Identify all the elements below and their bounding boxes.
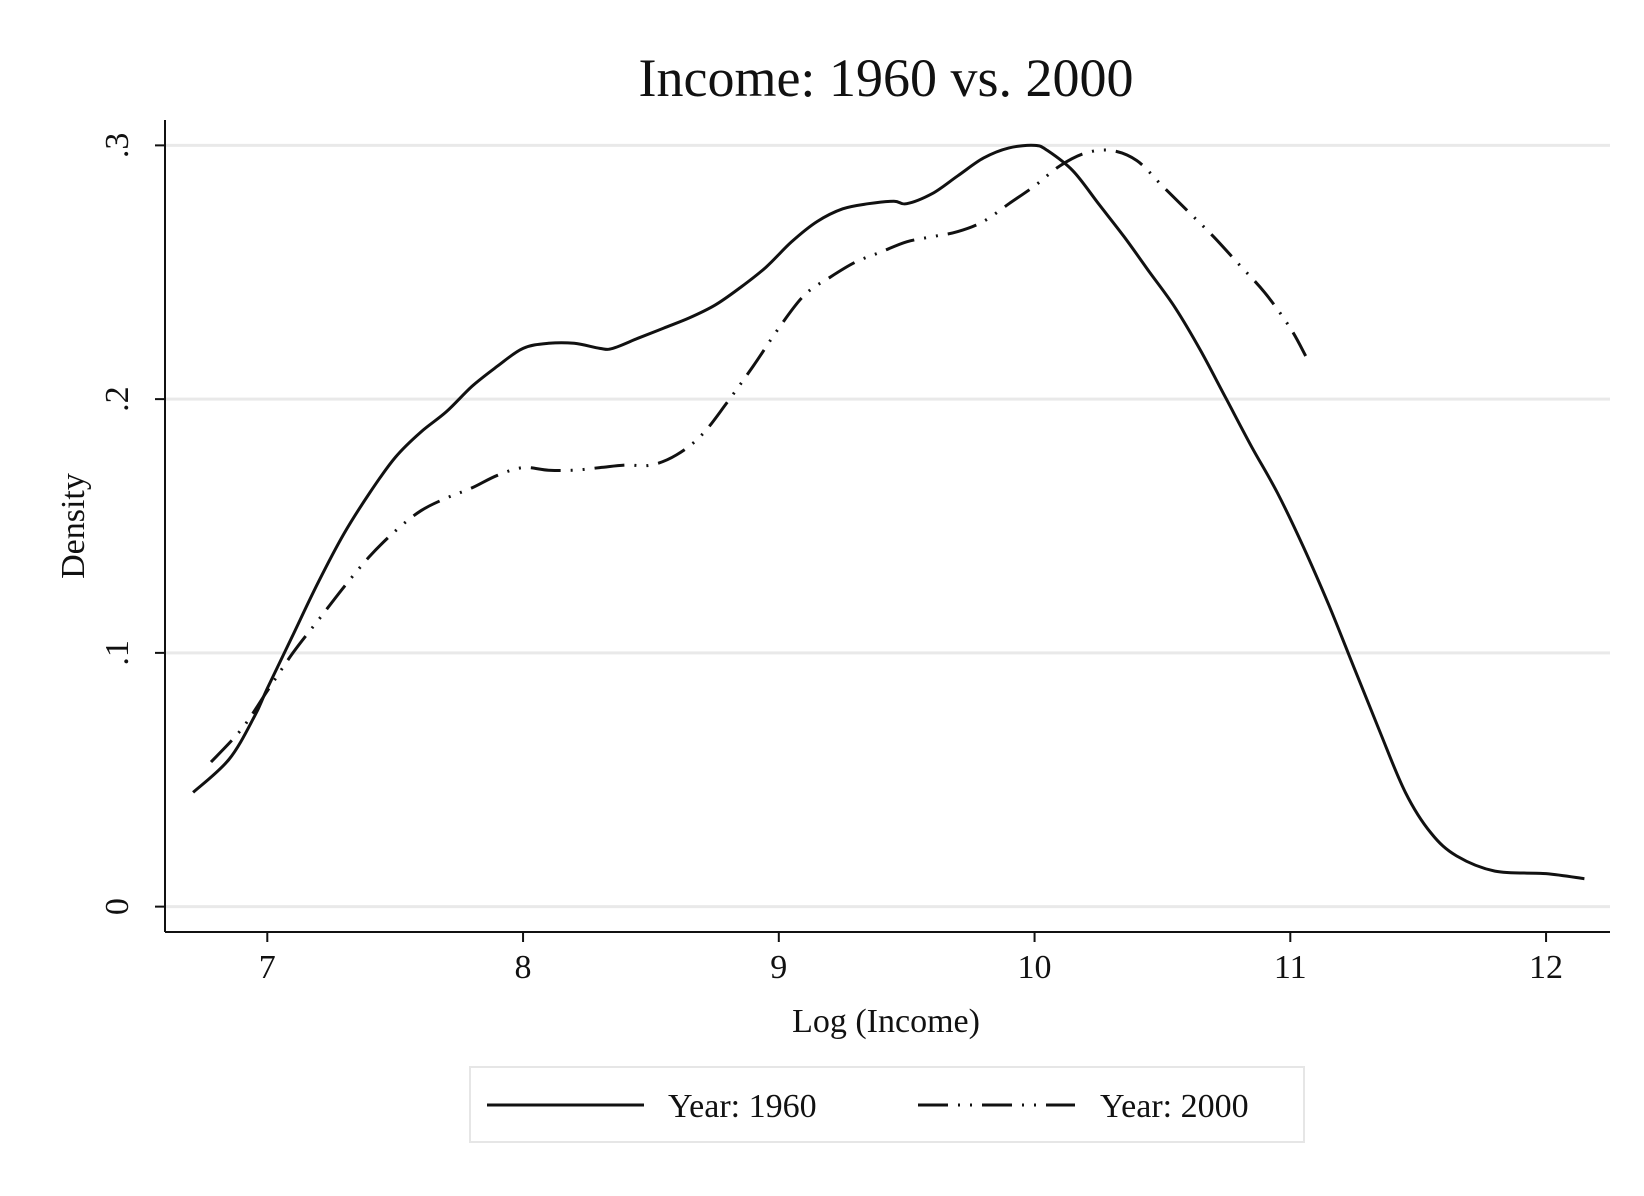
axes: 0 .1 .2 .3 7 8 9 10 11 12 <box>99 120 1610 986</box>
legend: Year: 1960 Year: 2000 <box>469 1066 1305 1143</box>
series-line-2000 <box>209 148 1308 764</box>
x-tick-label-5: 12 <box>1529 949 1563 986</box>
y-tick-label-3: .3 <box>99 133 136 159</box>
chart-title: Income: 1960 vs. 2000 <box>639 48 1134 108</box>
axis-labels: Income: 1960 vs. 2000 Log (Income) Densi… <box>55 48 1133 1040</box>
x-tick-label-2: 9 <box>770 949 787 986</box>
x-tick-label-0: 7 <box>259 949 276 986</box>
series-line-1960 <box>192 143 1585 881</box>
x-tick-label-4: 11 <box>1274 949 1307 986</box>
y-tick-label-0: 0 <box>99 898 136 915</box>
series-lines <box>192 143 1585 881</box>
legend-label-1960: Year: 1960 <box>668 1088 817 1125</box>
x-axis-label: Log (Income) <box>792 1003 980 1040</box>
y-axis-label: Density <box>55 473 92 579</box>
y-tick-label-1: .1 <box>99 640 136 666</box>
legend-label-2000: Year: 2000 <box>1100 1088 1249 1125</box>
y-tick-label-2: .2 <box>99 386 136 412</box>
x-tick-label-1: 8 <box>515 949 532 986</box>
x-tick-label-3: 10 <box>1018 949 1052 986</box>
gridlines <box>165 143 1610 909</box>
